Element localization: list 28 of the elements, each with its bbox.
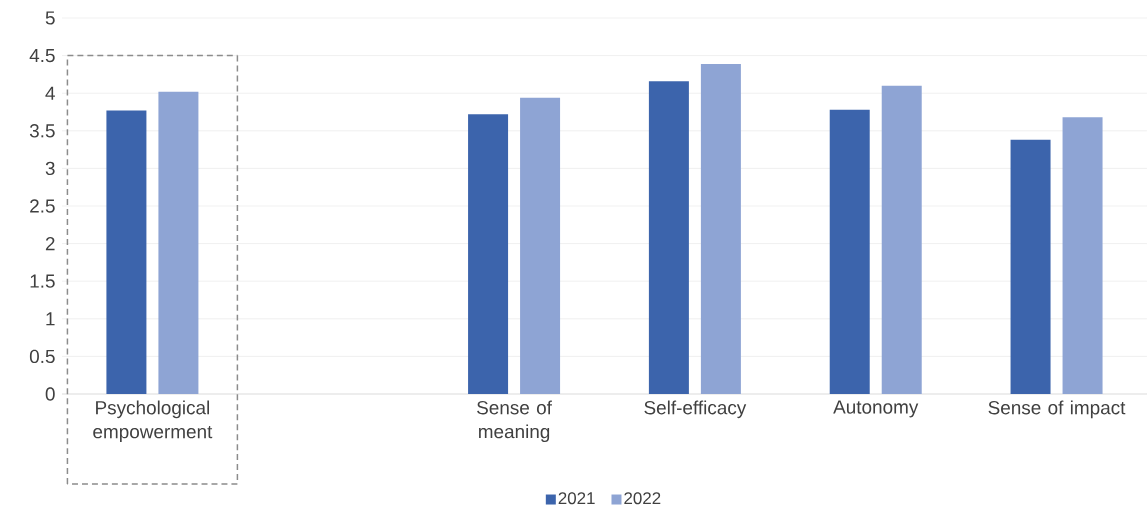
y-tick-label: 3: [45, 161, 55, 176]
legend-label: 2022: [624, 492, 661, 505]
bar: [1062, 117, 1103, 394]
x-tick-label: Psychological empowerment: [93, 400, 213, 443]
bar: [700, 63, 741, 394]
y-tick-label: 0: [45, 387, 55, 401]
x-tick-label: Autonomy: [833, 400, 919, 418]
bar: [881, 85, 922, 394]
x-tick-label: Sense of impact: [988, 400, 1126, 419]
y-tick-label: 0.5: [29, 349, 55, 364]
x-tick-label: Self-efficacy: [644, 400, 747, 419]
bar: [158, 91, 199, 394]
y-tick-label: 4: [45, 86, 55, 100]
y-tick-label: 3.5: [29, 124, 55, 138]
y-tick-label: 2.5: [30, 199, 55, 213]
legend-label: 2021: [558, 492, 595, 505]
y-tick-label: 5: [45, 11, 55, 25]
y-tick-label: 1.5: [30, 274, 55, 288]
bar: [829, 109, 870, 394]
x-tick-label: Sense of meaning: [477, 400, 552, 443]
y-tick-label: 4.5: [29, 49, 55, 63]
bar: [106, 110, 147, 394]
bar: [1010, 139, 1051, 394]
y-tick-label: 1: [46, 312, 55, 326]
bar: [468, 114, 509, 394]
bar: [520, 97, 561, 394]
y-tick-label: 2: [45, 236, 55, 251]
bar: [648, 81, 689, 394]
